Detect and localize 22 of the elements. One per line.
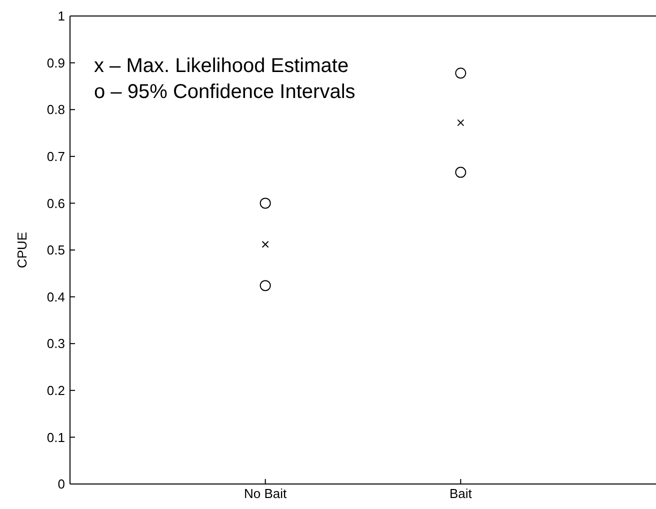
point [455,166,466,178]
y-tick-label: 0.7 [46,149,65,164]
x-tick-label: Bait [449,486,472,502]
y-tick-label: 0.5 [46,242,65,258]
y-axis-title: CPUE [14,232,30,268]
y-tick-label: 0.6 [46,196,65,211]
y-tick-label: 0 [58,476,65,492]
point [260,198,271,209]
y-tick-label: 0.9 [46,55,65,70]
y-tick-label: 0.2 [46,383,65,398]
point [457,119,464,126]
point [455,68,466,79]
y-tick-label: 0.1 [46,430,65,445]
y-tick-label: 0.3 [46,336,65,352]
y-tick-label: 0.8 [46,102,65,118]
y-tick-label: 1 [58,8,65,24]
annotation: x – Max. Likelihood Estimate [94,54,350,79]
x-tick-label: No Bait [244,486,288,502]
y-tick-label: 0.4 [46,289,65,304]
point [260,280,271,292]
annotation: o – 95% Confidence Intervals [94,80,356,105]
point [262,240,269,248]
